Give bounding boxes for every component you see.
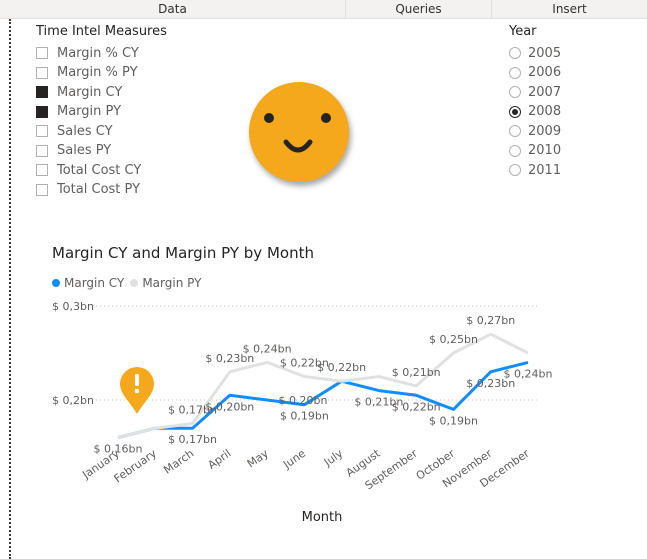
data-label: $ 0,19bn (280, 410, 329, 423)
data-label: $ 0,17bn (168, 404, 217, 417)
legend-dot-icon (130, 279, 139, 287)
data-label: $ 0,16bn (94, 443, 143, 456)
data-label: $ 0,24bn (504, 367, 553, 380)
tab-queries[interactable]: Queries (346, 0, 492, 18)
y-tick-label: $ 0,3bn (52, 300, 94, 313)
checkbox[interactable] (36, 164, 48, 176)
measure-option-label: Total Cost PY (57, 182, 141, 197)
data-label: $ 0,20bn (205, 400, 254, 413)
smiley-face-icon[interactable] (249, 82, 349, 182)
year-slicer-title: Year (509, 24, 537, 39)
radio-button[interactable] (509, 144, 521, 157)
measure-option[interactable]: Margin PY (36, 103, 121, 121)
radio-button[interactable] (509, 66, 521, 79)
data-label: $ 0,21bn (392, 366, 441, 379)
measure-option-label: Margin PY (57, 104, 122, 119)
x-tick-label: June (280, 447, 308, 472)
legend-label-margin-cy: Margin CY (64, 276, 125, 290)
data-label: $ 0,23bn (205, 352, 254, 365)
year-option[interactable]: 2009 (509, 122, 561, 140)
measure-option-label: Sales CY (57, 123, 113, 139)
measures-slicer-title: Time Intel Measures (36, 24, 167, 39)
data-label: $ 0,22bn (317, 361, 366, 374)
legend-dot-icon (52, 279, 60, 287)
measure-option[interactable]: Total Cost PY (36, 181, 140, 199)
radio-button[interactable] (509, 125, 521, 137)
data-label: $ 0,22bn (280, 357, 329, 370)
checkbox[interactable] (36, 183, 48, 196)
radio-button[interactable] (509, 164, 521, 176)
chart-title: Margin CY and Margin PY by Month (52, 244, 314, 262)
year-option[interactable]: 2006 (509, 64, 561, 82)
data-label: $ 0,25bn (429, 333, 478, 346)
series-line-margin-cy[interactable] (117, 360, 529, 440)
year-option-label: 2008 (528, 104, 562, 119)
measure-option[interactable]: Margin CY (36, 83, 122, 101)
series-line-margin-py[interactable] (117, 332, 529, 440)
x-axis-title: Month (302, 510, 343, 525)
y-tick-label: $ 0,2bn (52, 394, 94, 407)
checkbox[interactable] (36, 125, 48, 137)
year-option-label: 2007 (528, 84, 562, 100)
measure-option-label: Margin % CY (57, 45, 139, 61)
year-option-label: 2010 (528, 143, 562, 158)
measure-option[interactable]: Margin % PY (36, 64, 138, 82)
legend-label-margin-py: Margin PY (142, 276, 202, 290)
data-label: $ 0,21bn (354, 396, 403, 409)
year-option-label: 2011 (528, 162, 562, 178)
measure-option-label: Sales PY (57, 143, 112, 158)
checkbox[interactable] (36, 66, 48, 79)
measure-option-label: Margin % PY (57, 65, 138, 80)
data-label: $ 0,24bn (243, 342, 292, 355)
x-tick-label: April (205, 447, 233, 472)
warning-exclamation-dot (134, 388, 140, 394)
radio-button[interactable] (509, 105, 521, 118)
tab-insert[interactable]: Insert (552, 2, 587, 16)
measure-option[interactable]: Sales CY (36, 122, 113, 140)
x-tick-label: May (245, 447, 271, 471)
data-label: $ 0,20bn (279, 394, 328, 407)
radio-button[interactable] (509, 47, 521, 59)
data-label: $ 0,23bn (466, 377, 515, 390)
smiley-face-glyph (264, 113, 331, 153)
ribbon-tab-bar: Data Queries Insert (0, 0, 647, 19)
year-option[interactable]: 2011 (509, 161, 561, 179)
checkbox[interactable] (36, 47, 48, 59)
warning-exclamation-bar (135, 374, 139, 386)
measure-option[interactable]: Margin % CY (36, 44, 139, 62)
year-option[interactable]: 2008 (509, 103, 561, 121)
checkbox[interactable] (36, 86, 48, 98)
measure-option-label: Margin CY (57, 84, 123, 100)
x-tick-label: March (161, 447, 196, 477)
year-option[interactable]: 2005 (509, 44, 561, 62)
radio-button[interactable] (509, 86, 521, 98)
data-label: $ 0,17bn (168, 433, 217, 446)
legend-entry-margin-cy[interactable]: Margin CY (52, 276, 124, 290)
year-option-label: 2009 (528, 123, 562, 139)
data-label: $ 0,19bn (429, 414, 478, 427)
year-option-label: 2005 (528, 45, 562, 61)
data-label: $ 0,22bn (392, 400, 441, 413)
year-option-label: 2006 (528, 65, 562, 80)
measure-option[interactable]: Total Cost CY (36, 161, 141, 179)
tab-data[interactable]: Data (0, 0, 346, 18)
checkbox[interactable] (36, 105, 48, 118)
x-tick-label: July (321, 447, 346, 470)
year-option[interactable]: 2010 (509, 142, 561, 160)
checkbox[interactable] (36, 144, 48, 157)
data-label: $ 0,27bn (466, 314, 515, 327)
measure-option[interactable]: Sales PY (36, 142, 111, 160)
chart-legend: Margin CY Margin PY (52, 276, 207, 290)
canvas-border (9, 19, 11, 559)
measure-option-label: Total Cost CY (57, 162, 142, 178)
legend-entry-margin-py[interactable]: Margin PY (130, 276, 201, 290)
year-option[interactable]: 2007 (509, 83, 561, 101)
